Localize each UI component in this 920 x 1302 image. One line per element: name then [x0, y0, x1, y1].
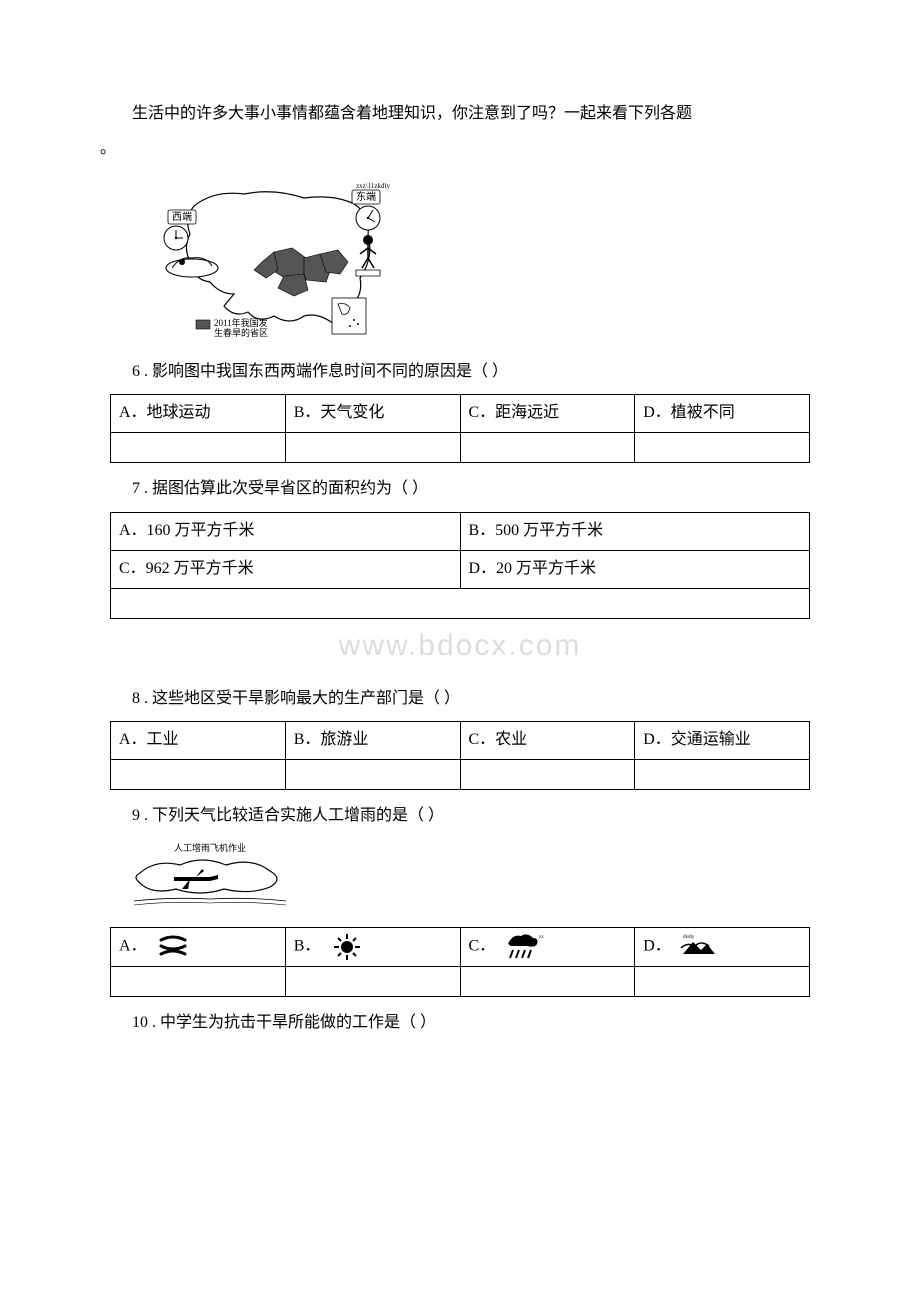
q7-opt-b: B．500 万平方千米 [460, 512, 810, 550]
q6-options-table: A．地球运动 B．天气变化 C．距海远近 D．植被不同 [110, 394, 810, 463]
sunny-icon [324, 932, 370, 962]
q7-opt-c: C．962 万平方千米 [111, 550, 461, 588]
intro-tail: 。 [100, 135, 820, 164]
q9-stem: 9 . 下列天气比较适合实施人工增雨的是（ ） [100, 802, 820, 831]
q6-stem: 6 . 影响图中我国东西两端作息时间不同的原因是（ ） [100, 358, 820, 387]
cloudy-mountain-icon: dkdly [675, 932, 721, 962]
q8-opt-c: C．农业 [460, 722, 635, 760]
q8-stem: 8 . 这些地区受干旱影响最大的生产部门是（ ） [100, 685, 820, 714]
china-map-figure: zxz\11zkdly 西端 东端 [154, 176, 394, 346]
legend-group: 2011年我国发 生春旱的省区 [196, 317, 268, 338]
q8-options-table: A．工业 B．旅游业 C．农业 D．交通运输业 [110, 721, 810, 790]
rain-icon: zx [499, 932, 545, 962]
q7-options-table: A．160 万平方千米 B．500 万平方千米 C．962 万平方千米 D．20… [110, 512, 810, 619]
svg-text:dkdly: dkdly [683, 935, 695, 940]
q6-opt-d: D．植被不同 [635, 395, 810, 433]
map-src-note: zxz\11zkdly [356, 182, 390, 190]
q9-options-table: A． B． [110, 927, 810, 997]
q8-opt-a: A．工业 [111, 722, 286, 760]
q7-opt-d: D．20 万平方千米 [460, 550, 810, 588]
q6-opt-b: B．天气变化 [285, 395, 460, 433]
q10-stem: 10 . 中学生为抗击干旱所能做的工作是（ ） [100, 1009, 820, 1038]
q9-b-label: B． [294, 938, 321, 955]
svg-text:生春旱的省区: 生春旱的省区 [214, 327, 268, 338]
label-west: 西端 [172, 210, 192, 223]
intro-text: 生活中的许多大事小事情都蕴含着地理知识，你注意到了吗？一起来看下列各题 [100, 100, 820, 129]
q8-opt-d: D．交通运输业 [635, 722, 810, 760]
fig2-caption: 人工增雨飞机作业 [174, 842, 246, 853]
q9-opt-a: A． [111, 927, 286, 966]
q6-opt-c: C．距海远近 [460, 395, 635, 433]
svg-text:zx: zx [539, 935, 544, 940]
q9-opt-b: B． [285, 927, 460, 966]
rain-seeding-figure: 人工增雨飞机作业 [120, 839, 300, 919]
q8-opt-b: B．旅游业 [285, 722, 460, 760]
watermark-text: www.bdocx.com [100, 619, 820, 673]
q9-d-label: D． [643, 938, 671, 955]
q9-c-label: C． [469, 938, 496, 955]
q9-opt-c: C． zx [460, 927, 635, 966]
q7-opt-a: A．160 万平方千米 [111, 512, 461, 550]
q7-stem: 7 . 据图估算此次受旱省区的面积约为（ ） [100, 475, 820, 504]
island-group [332, 298, 366, 334]
q6-opt-a: A．地球运动 [111, 395, 286, 433]
label-east: 东端 [356, 190, 376, 203]
q9-a-label: A． [119, 938, 147, 955]
haze-icon [151, 932, 197, 962]
svg-text:2011年我国发: 2011年我国发 [214, 317, 268, 328]
q9-opt-d: D． dkdly [635, 927, 810, 966]
